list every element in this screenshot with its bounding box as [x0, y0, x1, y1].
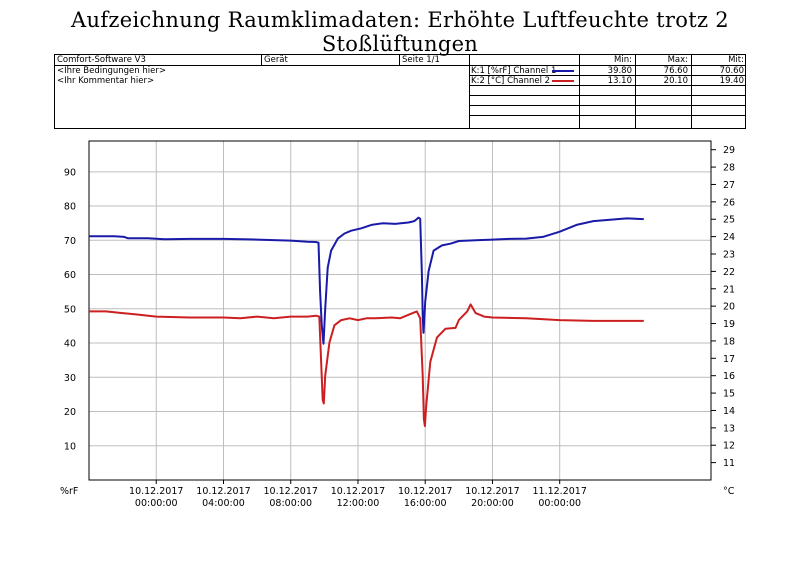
header-divider [469, 105, 745, 106]
right-axis-tick-label: 20 [723, 302, 735, 313]
right-axis-tick-label: 29 [723, 145, 735, 156]
right-axis-tick-label: 24 [723, 232, 735, 243]
x-axis-date-label: 10.12.2017 [331, 486, 385, 497]
header-divider [469, 115, 745, 116]
page-number: Seite 1/1 [402, 55, 440, 65]
right-axis-tick-label: 25 [723, 215, 735, 226]
right-axis-tick-label: 14 [723, 406, 735, 417]
left-axis-tick-label: 40 [64, 339, 76, 350]
header-divider [469, 75, 745, 76]
max-column-header: Max: [667, 55, 688, 65]
right-axis-tick-label: 11 [723, 458, 735, 469]
plot-frame [88, 140, 712, 481]
channel-1-legend-line [552, 70, 574, 72]
right-axis-tick-label: 15 [723, 389, 735, 400]
x-axis-date-label: 11.12.2017 [532, 486, 586, 497]
software-name: Comfort-Software V3 [57, 55, 146, 65]
channel-1-label: K:1 [%rF] Channel 1 [471, 66, 557, 76]
channel-2-legend-line [552, 80, 574, 82]
chart-series [89, 216, 644, 428]
header-divider [261, 55, 262, 65]
right-axis-unit: °C [723, 486, 735, 497]
x-axis-time-label: 04:00:00 [202, 498, 245, 509]
chart-axes: 10 20 30 40 50 60 70 80 90 11 12 13 14 15 16 17 18 19 20 21… [64, 145, 735, 509]
left-axis-tick-label: 30 [64, 373, 76, 384]
x-axis-time-label: 00:00:00 [538, 498, 581, 509]
chart-grid [89, 141, 711, 480]
right-axis-tick-label: 22 [723, 267, 735, 278]
right-axis-tick-label: 19 [723, 319, 735, 330]
header-divider [579, 55, 580, 129]
right-axis-tick-label: 26 [723, 197, 735, 208]
channel-1-avg: 70.60 [719, 66, 744, 76]
channel-2-label: K:2 [°C] Channel 2 [471, 76, 551, 86]
channel-2-min: 13.10 [607, 76, 632, 86]
left-axis-tick-label: 10 [64, 441, 76, 452]
min-column-header: Min: [614, 55, 632, 65]
header-divider [469, 65, 745, 66]
conditions-text: <Ihre Bedingungen hier> [57, 66, 166, 76]
header-divider [635, 55, 636, 129]
page-title: Aufzeichnung Raumklimadaten: Erhöhte Luf… [71, 8, 729, 56]
left-axis-tick-label: 70 [64, 236, 76, 247]
series-line-channel-2 [89, 303, 644, 428]
header-divider [399, 55, 400, 65]
left-axis-tick-label: 90 [64, 167, 76, 178]
x-axis-time-label: 12:00:00 [337, 498, 380, 509]
x-axis-date-label: 10.12.2017 [264, 486, 318, 497]
left-axis-tick-label: 60 [64, 270, 76, 281]
right-axis-tick-label: 28 [723, 163, 735, 174]
channel-2-max: 20.10 [663, 76, 688, 86]
header-divider [55, 65, 469, 66]
right-axis-tick-label: 12 [723, 441, 735, 452]
x-axis-time-label: 20:00:00 [471, 498, 514, 509]
channel-1-min: 39.80 [607, 66, 632, 76]
header-divider [469, 85, 745, 86]
comment-text: <Ihr Kommentar hier> [57, 76, 155, 86]
header-divider [469, 95, 745, 96]
right-axis-tick-label: 13 [723, 423, 735, 434]
device-label: Gerät [264, 55, 288, 65]
x-axis-time-label: 00:00:00 [135, 498, 178, 509]
right-axis-tick-label: 17 [723, 354, 735, 365]
left-axis-tick-label: 80 [64, 202, 76, 213]
right-axis-tick-label: 21 [723, 284, 735, 295]
info-header-table: Comfort-Software V3 Gerät Seite 1/1 <Ihr… [54, 54, 746, 129]
x-axis-date-label: 10.12.2017 [196, 486, 250, 497]
header-divider [691, 55, 692, 129]
right-axis-tick-label: 16 [723, 371, 735, 382]
left-axis-tick-label: 20 [64, 407, 76, 418]
series-line-channel-1 [89, 216, 644, 345]
x-axis-time-label: 08:00:00 [269, 498, 312, 509]
x-axis-time-label: 16:00:00 [404, 498, 447, 509]
x-axis-date-label: 10.12.2017 [129, 486, 183, 497]
x-axis-date-label: 10.12.2017 [465, 486, 519, 497]
right-axis-tick-label: 18 [723, 336, 735, 347]
right-axis-tick-label: 27 [723, 180, 735, 191]
right-axis-tick-label: 23 [723, 250, 735, 261]
channel-1-max: 76.60 [663, 66, 688, 76]
header-divider [469, 55, 470, 129]
x-axis-date-label: 10.12.2017 [398, 486, 452, 497]
avg-column-header: Mit: [728, 55, 744, 65]
left-axis-tick-label: 50 [64, 304, 76, 315]
channel-2-avg: 19.40 [719, 76, 744, 86]
left-axis-unit: %rF [60, 486, 78, 497]
